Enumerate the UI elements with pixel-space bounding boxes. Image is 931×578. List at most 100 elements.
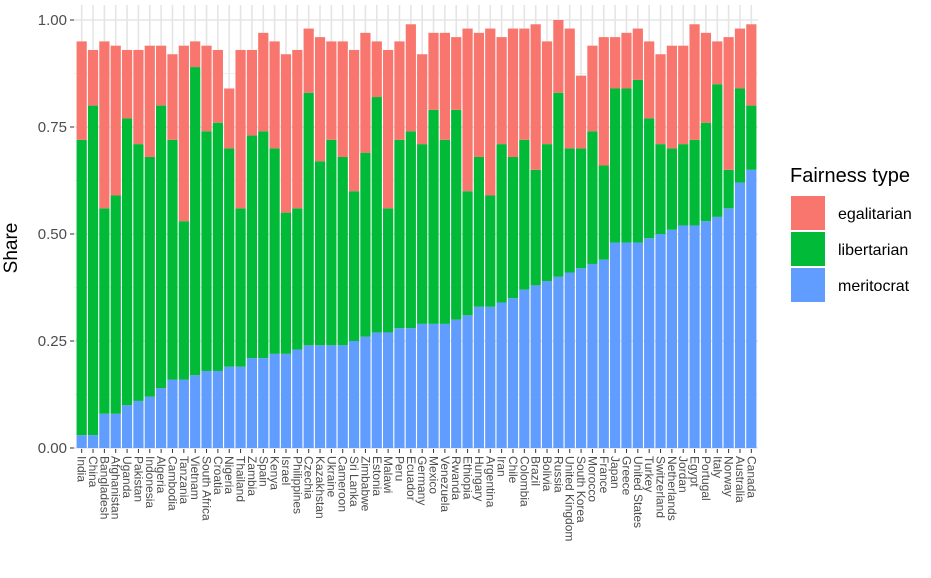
bar-egalitarian [473,32,485,157]
bar-egalitarian [678,45,689,145]
x-tick-label: Afghanistan [109,456,123,519]
bar-libertarian [201,131,212,371]
bar-meritocrat [553,276,564,448]
x-tick-label: Egypt [688,456,702,487]
bar-meritocrat [337,345,348,448]
x-tick-label: Norway [722,456,736,497]
legend: Fairness type egalitarian libertarian meri… [790,165,912,302]
y-axis-label: Share [1,223,22,274]
x-tick-label: Brazil [529,456,543,486]
bar-meritocrat [530,285,541,448]
bar-meritocrat [326,345,337,448]
bar-meritocrat [314,345,326,448]
bar-egalitarian [485,28,496,196]
bar-meritocrat [99,413,110,448]
bar-libertarian [496,144,507,303]
bar-meritocrat [621,242,632,448]
x-tick-label: China [86,456,100,488]
bar-meritocrat [87,435,99,448]
x-tick-label: United States [631,456,645,528]
bar-libertarian [178,221,189,380]
bar-libertarian [144,156,155,397]
x-tick-label: Switzerland [654,456,668,518]
x-tick-label: Portugal [699,456,713,501]
bar-meritocrat [269,353,280,448]
bar-meritocrat [360,336,371,448]
bar-libertarian [348,191,360,341]
bar-libertarian [553,92,564,277]
y-axis: 0.00 0.25 0.50 0.75 1.00 [38,12,74,457]
bar-libertarian [587,131,598,264]
bar-libertarian [235,208,246,367]
bar-libertarian [190,67,201,376]
bar-egalitarian [258,32,269,132]
bar-libertarian [326,139,337,346]
x-tick-label: Venezuela [438,456,452,512]
bar-egalitarian [292,49,303,209]
x-tick-label: United Kingdom [563,456,577,541]
x-tick-label: Bangladesh [97,456,111,519]
x-tick-label: Kenya [268,456,282,490]
bar-egalitarian [587,45,598,132]
legend-title: Fairness type [790,165,910,187]
bar-egalitarian [190,41,201,68]
bar-egalitarian [734,28,746,89]
bar-libertarian [337,156,348,346]
bar-libertarian [575,148,587,269]
bar-egalitarian [428,32,439,110]
bar-egalitarian [610,37,621,89]
bar-meritocrat [485,306,496,448]
bar-libertarian [167,139,178,380]
bar-egalitarian [462,28,473,192]
x-tick-label: Russia [551,456,565,493]
x-tick-label: Tanzania [177,456,191,504]
bar-meritocrat [507,298,519,448]
bar-meritocrat [610,242,621,448]
bar-egalitarian [417,54,428,145]
x-tick-label: Australia [733,456,747,503]
bar-libertarian [133,144,144,401]
bar-libertarian [371,97,382,333]
bar-meritocrat [541,281,553,448]
bar-libertarian [405,131,416,329]
bar-libertarian [700,122,712,222]
bar-libertarian [632,79,643,243]
bar-egalitarian [507,28,519,157]
bar-libertarian [360,152,371,337]
x-tick-label: Ukraine [324,456,338,498]
bar-libertarian [121,118,133,406]
bar-meritocrat [394,328,405,448]
bar-libertarian [224,148,235,367]
x-tick-label: Morocco [585,456,599,502]
bar-egalitarian [405,24,416,132]
bar-egalitarian [575,75,587,149]
bar-meritocrat [156,388,167,448]
bar-egalitarian [224,88,235,149]
bar-meritocrat [473,306,485,448]
x-tick-label: Peru [392,456,406,481]
bar-meritocrat [700,221,712,448]
bar-egalitarian [280,54,292,213]
x-tick-label: Estonia [370,456,384,496]
x-tick-label: Greece [619,456,633,496]
bar-egalitarian [212,49,223,123]
legend-label-meritocrat: meritocrat [838,278,910,295]
x-tick-label: Nigeria [222,456,236,494]
bar-egalitarian [383,49,394,209]
bar-libertarian [712,84,723,217]
bar-libertarian [417,144,428,324]
x-tick-label: Japan [608,456,622,489]
bar-libertarian [644,118,655,239]
bar-libertarian [439,139,450,324]
bar-libertarian [519,139,530,290]
x-tick-label: Rwanda [449,456,463,500]
bar-egalitarian [348,49,360,192]
bars-layer [76,20,757,449]
bar-meritocrat [201,370,212,448]
x-tick-label: Argentina [483,456,497,508]
bar-meritocrat [666,229,677,448]
bar-meritocrat [587,263,598,448]
bar-egalitarian [235,49,246,209]
